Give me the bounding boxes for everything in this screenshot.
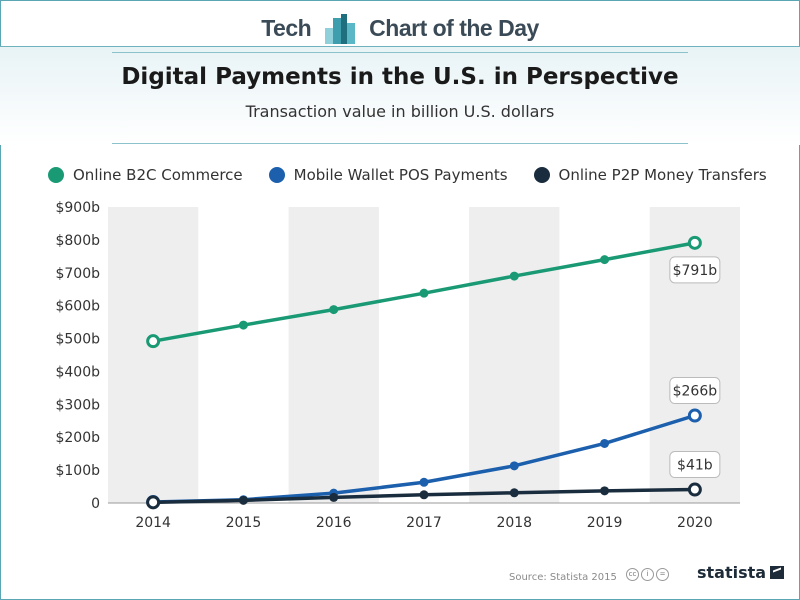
band-2018 — [469, 207, 560, 503]
x-tick-label: 2017 — [406, 515, 442, 531]
header-rule-bottom — [112, 143, 688, 144]
source-note: Source: Statista 2015 — [509, 572, 617, 583]
header-background — [0, 47, 800, 145]
y-tick-label: $100b — [55, 463, 100, 479]
legend-label-wallet: Mobile Wallet POS Payments — [293, 166, 508, 184]
end-label-box-wallet — [669, 377, 721, 405]
y-tick-label: $800b — [55, 233, 100, 249]
data-point-p2p-2017 — [419, 490, 429, 500]
end-label-box-b2c — [669, 256, 721, 284]
y-tick-label: $500b — [55, 332, 100, 348]
data-point-wallet-2020 — [687, 408, 702, 423]
y-tick-label: $900b — [55, 200, 100, 216]
x-tick-label: 2016 — [316, 515, 352, 531]
creative-commons-icon: cc i = — [626, 568, 671, 581]
y-tick-label: $700b — [55, 266, 100, 282]
data-point-b2c-2015 — [238, 320, 248, 330]
y-tick-label: $600b — [55, 299, 100, 315]
y-tick-label: $300b — [55, 397, 100, 413]
end-label-b2c: $791b — [673, 263, 718, 279]
banner-chart-of-the-day: Chart of the Day — [369, 14, 539, 41]
end-label-wallet: $266b — [673, 384, 718, 400]
data-point-b2c-2020 — [687, 235, 702, 250]
chart-title: Digital Payments in the U.S. in Perspect… — [121, 64, 679, 90]
statista-logo-icon — [770, 566, 785, 579]
data-point-p2p-2014 — [146, 495, 161, 510]
x-tick-label: 2020 — [677, 515, 713, 531]
y-tick-label: $400b — [55, 364, 100, 380]
end-label-box-p2p — [669, 451, 721, 479]
band-2016 — [288, 207, 379, 503]
data-point-p2p-2019 — [600, 486, 610, 496]
legend-item-p2p: Online P2P Money Transfers — [533, 166, 767, 184]
data-point-b2c-2017 — [419, 288, 429, 298]
legend-marker-p2p — [533, 167, 550, 183]
legend-marker-wallet — [268, 167, 285, 183]
brand-name: statista — [697, 563, 767, 582]
data-point-p2p-2016 — [329, 492, 339, 502]
data-point-b2c-2019 — [600, 255, 610, 265]
band-2014 — [108, 207, 199, 503]
data-point-p2p-2015 — [238, 495, 248, 505]
end-label-p2p: $41b — [677, 458, 713, 474]
data-point-wallet-2019 — [600, 438, 610, 448]
data-point-wallet-2018 — [509, 461, 519, 471]
legend-item-wallet: Mobile Wallet POS Payments — [268, 166, 508, 184]
bar-chart-logo-icon — [325, 12, 356, 44]
y-tick-label: $200b — [55, 430, 100, 446]
legend-label-p2p: Online P2P Money Transfers — [558, 166, 767, 184]
banner-tech: Tech — [261, 14, 312, 41]
y-tick-label: 0 — [91, 496, 100, 512]
chart-subtitle: Transaction value in billion U.S. dollar… — [245, 102, 555, 121]
line-chart: 0 $100b $200b $300b $400b $500b $600b $700b $800… — [55, 200, 740, 531]
legend-item-b2c: Online B2C Commerce — [48, 166, 243, 184]
x-tick-label: 2018 — [496, 515, 532, 531]
banner: Tech Chart of the Day — [0, 8, 800, 48]
statista-brand: statista — [697, 563, 785, 582]
data-point-p2p-2018 — [509, 488, 519, 498]
banner-rule — [0, 46, 800, 47]
data-point-b2c-2014 — [146, 334, 161, 349]
data-point-b2c-2018 — [509, 271, 519, 281]
data-point-b2c-2016 — [329, 305, 339, 315]
legend: Online B2C Commerce Mobile Wallet POS Pa… — [48, 164, 793, 186]
legend-marker-b2c — [48, 167, 64, 183]
data-point-p2p-2020 — [687, 482, 702, 497]
legend-label-b2c: Online B2C Commerce — [73, 166, 243, 184]
x-tick-label: 2015 — [226, 515, 262, 531]
data-point-wallet-2017 — [419, 477, 429, 487]
x-tick-label: 2014 — [135, 515, 171, 531]
x-tick-label: 2019 — [587, 515, 623, 531]
header-rule-top — [112, 52, 688, 53]
